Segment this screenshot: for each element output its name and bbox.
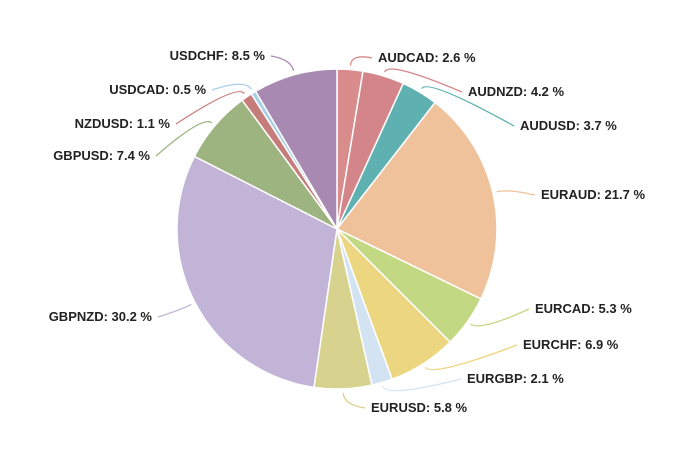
slice-label-eurgbp: EURGBP: 2.1 % xyxy=(467,371,564,386)
pie-slice-euraud[interactable] xyxy=(335,101,498,300)
slice-label-eurcad: EURCAD: 5.3 % xyxy=(535,301,632,316)
leader-line-usdcad xyxy=(211,83,252,91)
pie-slice-gbpnzd[interactable] xyxy=(176,155,338,389)
leader-line-eurusd xyxy=(342,392,366,409)
slice-label-gbpusd: GBPUSD: 7.4 % xyxy=(53,148,150,163)
slice-label-audusd: AUDUSD: 3.7 % xyxy=(520,118,617,133)
leader-line-euraud xyxy=(496,190,536,196)
slice-label-eurchf: EURCHF: 6.9 % xyxy=(523,337,619,352)
slice-labels: AUDCAD: 2.6 % AUDNZD: 4.2 % AUDUSD: 3.7 % E… xyxy=(49,48,646,415)
slice-label-audnzd: AUDNZD: 4.2 % xyxy=(468,84,565,99)
slice-label-nzdusd: NZDUSD: 1.1 % xyxy=(75,116,171,131)
leader-line-eurchf xyxy=(424,344,518,371)
leader-line-eurcad xyxy=(470,308,530,327)
leader-line-eurgbp xyxy=(382,378,462,392)
leader-line-usdchf xyxy=(270,55,295,72)
leader-line-gbpnzd xyxy=(157,303,192,318)
leader-line-audcad xyxy=(349,56,373,66)
leader-lines xyxy=(155,55,536,409)
pie-slices xyxy=(176,68,498,390)
leader-line-nzdusd xyxy=(175,91,245,125)
leader-line-gbpusd xyxy=(155,121,213,157)
slice-label-euraud: EURAUD: 21.7 % xyxy=(541,187,645,202)
slice-label-usdcad: USDCAD: 0.5 % xyxy=(109,82,206,97)
leader-line-audnzd xyxy=(384,68,463,93)
slice-label-eurusd: EURUSD: 5.8 % xyxy=(371,400,468,415)
slice-label-usdchf: USDCHF: 8.5 % xyxy=(170,48,266,63)
slice-label-gbpnzd: GBPNZD: 30.2 % xyxy=(49,309,153,324)
slice-label-audcad: AUDCAD: 2.6 % xyxy=(378,50,476,65)
pie-slice-usdchf[interactable] xyxy=(254,68,338,232)
leader-line-audusd xyxy=(421,86,515,127)
